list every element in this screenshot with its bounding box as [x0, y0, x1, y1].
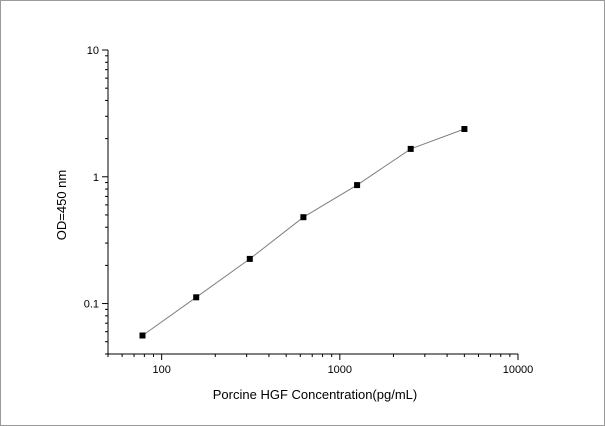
axes: 100 1000 10000 0.1 1 10	[84, 45, 534, 376]
x-tick-label: 10000	[503, 364, 534, 376]
y-tick-label: 0.1	[84, 299, 99, 311]
y-tick-label: 1	[93, 172, 99, 184]
y-axis-title: OD=450 nm	[54, 170, 69, 240]
data-point-marker	[139, 332, 146, 339]
series-line	[142, 128, 465, 336]
x-tick-label: 100	[152, 364, 170, 376]
series	[139, 126, 468, 339]
data-point-marker	[300, 214, 307, 221]
data-point-marker	[354, 182, 361, 189]
y-tick-label: 10	[87, 45, 99, 57]
x-axis-title: Porcine HGF Concentration(pg/mL)	[213, 387, 417, 402]
data-point-marker	[461, 126, 468, 132]
x-tick-label: 1000	[328, 364, 352, 376]
data-point-marker	[246, 255, 253, 262]
data-point-marker	[193, 294, 200, 301]
data-point-marker	[407, 145, 414, 152]
